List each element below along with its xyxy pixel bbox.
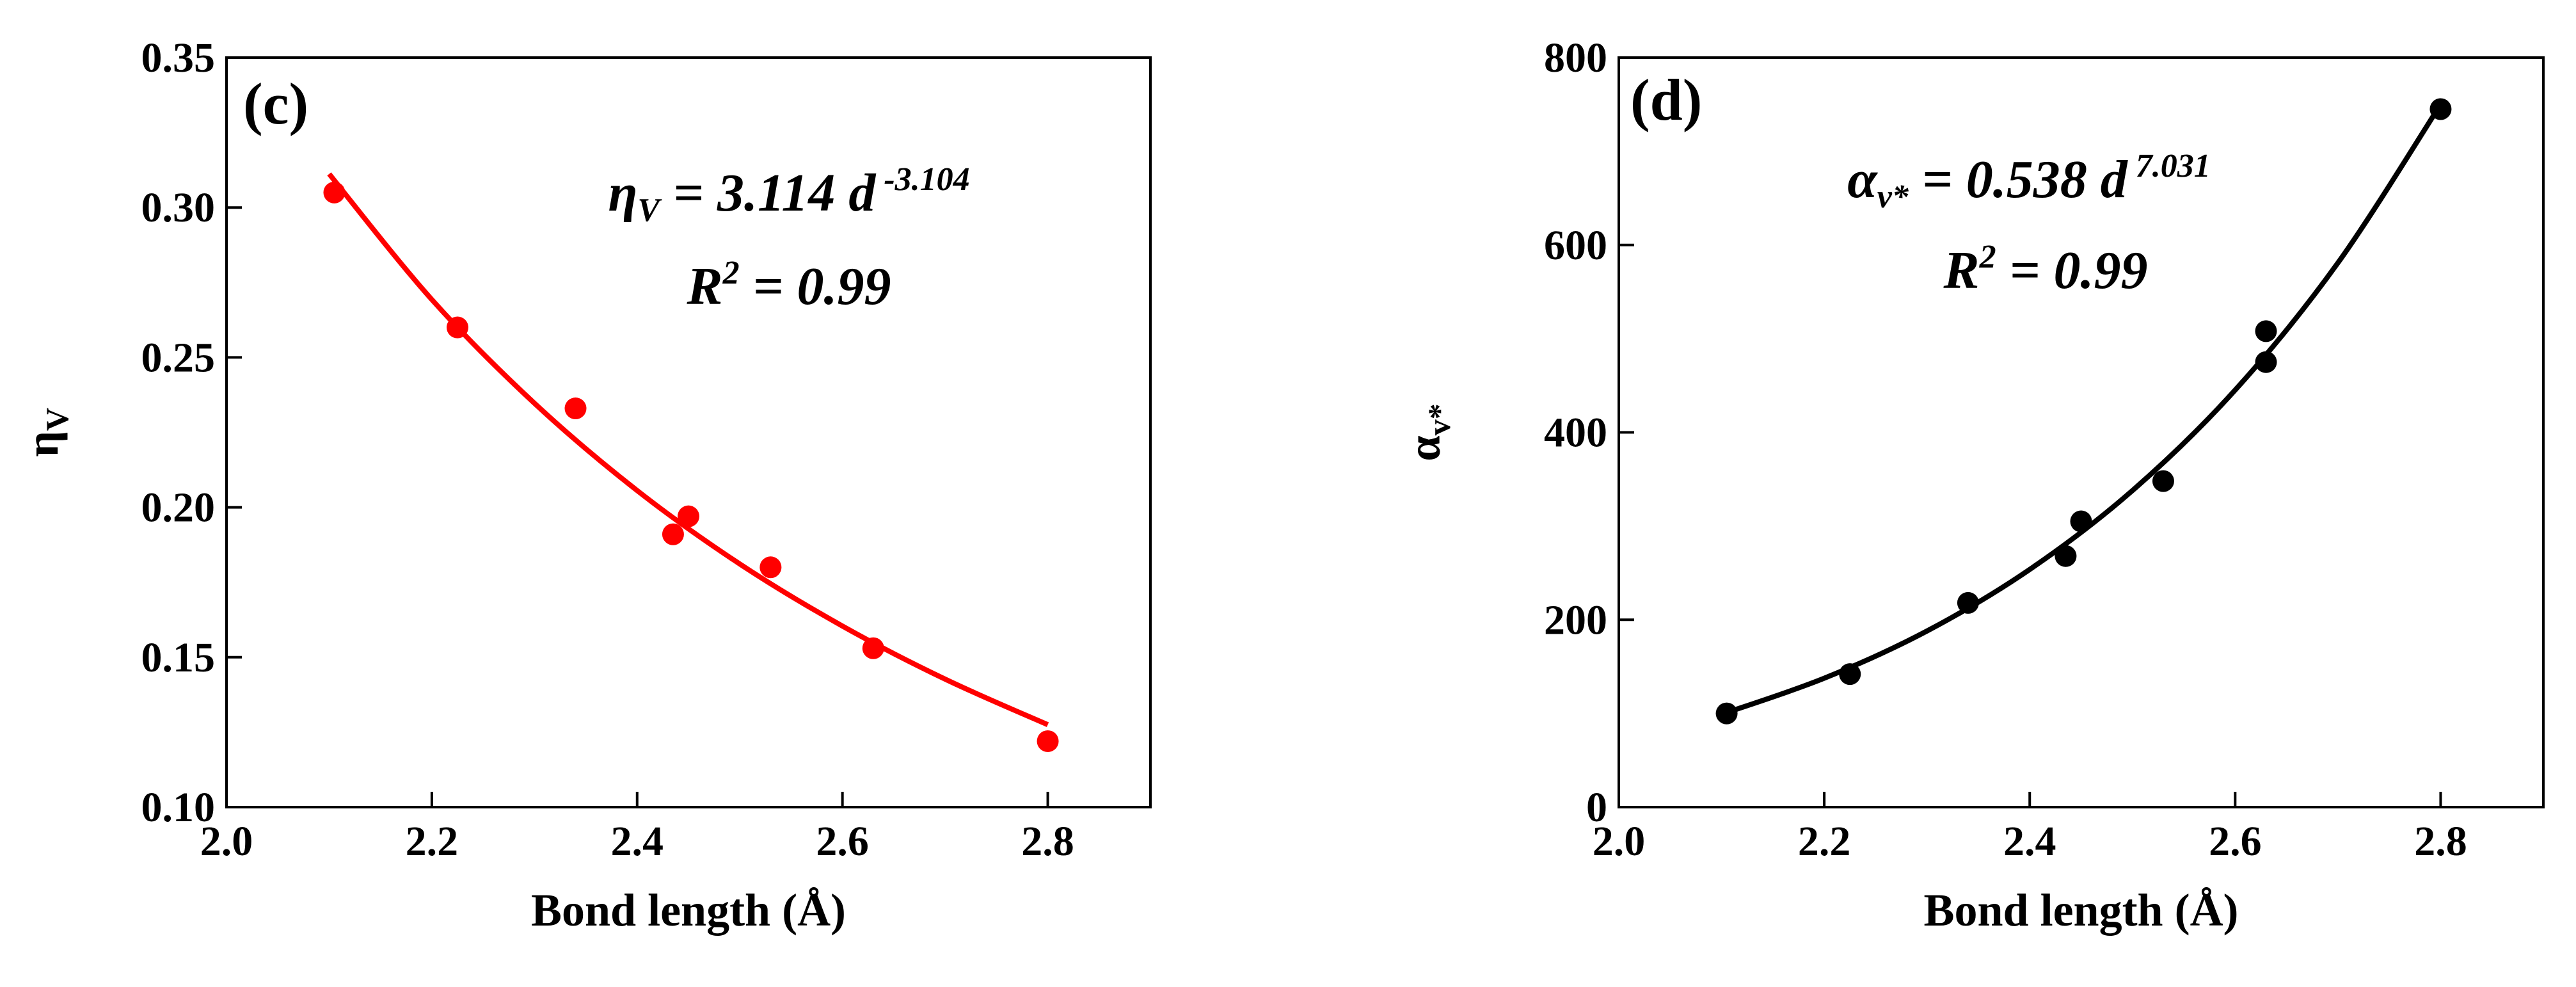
r-squared-base: R — [687, 257, 723, 316]
y-tick-label: 800 — [1544, 35, 1607, 81]
data-point — [678, 505, 699, 527]
data-point — [564, 397, 587, 420]
y-tick-label: 0.20 — [141, 485, 216, 531]
x-tick-label: 2.8 — [1021, 818, 1074, 865]
equation-lhs: η — [608, 163, 637, 223]
equation-exponent: 7.031 — [2127, 148, 2211, 184]
equation-lhs-sub: V — [637, 192, 662, 229]
data-point — [2255, 351, 2277, 373]
r-squared-rest: = 0.99 — [1996, 241, 2148, 300]
equation: αv* = 0.538 d 7.031 — [1847, 148, 2210, 215]
y-axis-label-sub: v* — [1421, 403, 1457, 435]
r-squared: R2 = 0.99 — [1943, 239, 2148, 300]
panel-label: (c) — [243, 71, 308, 136]
x-tick-label: 2.4 — [2003, 818, 2056, 865]
y-tick-label: 0.10 — [141, 784, 216, 831]
r-squared: R2 = 0.99 — [687, 255, 891, 316]
x-tick-label: 2.8 — [2414, 818, 2467, 865]
data-point — [759, 556, 782, 579]
equation: ηV = 3.114 d -3.104 — [608, 161, 969, 229]
fit-line — [327, 172, 1049, 727]
y-axis-label-main: η — [17, 431, 68, 457]
equation-lhs: α — [1847, 150, 1878, 209]
data-point — [2255, 320, 2277, 342]
y-axis-label: ηV — [17, 408, 75, 457]
x-axis-label: Bond length (Å) — [531, 885, 846, 936]
data-point — [1957, 591, 1979, 614]
x-tick-label: 2.4 — [611, 818, 664, 865]
y-tick-label: 600 — [1544, 222, 1607, 269]
r-squared-sup: 2 — [1979, 239, 1996, 275]
y-tick-label: 0.35 — [141, 35, 216, 81]
x-tick-label: 2.6 — [816, 818, 869, 865]
r-squared-base: R — [1943, 241, 1980, 300]
x-tick-label: 2.2 — [1798, 818, 1851, 865]
y-axis-label: αv* — [1399, 403, 1457, 461]
y-tick-label: 0 — [1586, 784, 1607, 831]
equation-exponent: -3.104 — [875, 161, 969, 198]
y-tick-label: 400 — [1544, 410, 1607, 456]
x-tick-label: 2.0 — [200, 818, 253, 865]
y-tick-label: 200 — [1544, 597, 1607, 643]
y-axis-label-main: α — [1399, 435, 1450, 461]
x-tick-label: 2.2 — [406, 818, 459, 865]
y-tick-label: 0.15 — [141, 634, 216, 681]
data-point — [2152, 470, 2174, 492]
plot-frame — [225, 56, 1152, 808]
data-point — [1037, 730, 1059, 752]
y-tick-label: 0.30 — [141, 184, 216, 231]
r-squared-rest: = 0.99 — [740, 257, 891, 316]
fit-line — [1721, 103, 2443, 717]
x-tick-label: 2.0 — [1593, 818, 1646, 865]
y-axis-label-sub: V — [39, 408, 75, 431]
r-squared-sup: 2 — [722, 255, 740, 291]
data-point — [662, 523, 684, 545]
y-tick-label: 0.25 — [141, 334, 216, 381]
panel-label: (d) — [1630, 67, 1702, 132]
x-axis-label: Bond length (Å) — [1923, 885, 2238, 936]
x-tick-label: 2.6 — [2209, 818, 2262, 865]
equation-rhs: = 3.114 d — [660, 163, 877, 223]
equation-lhs-sub: v* — [1877, 179, 1909, 215]
equation-rhs: = 0.538 d — [1909, 150, 2129, 209]
